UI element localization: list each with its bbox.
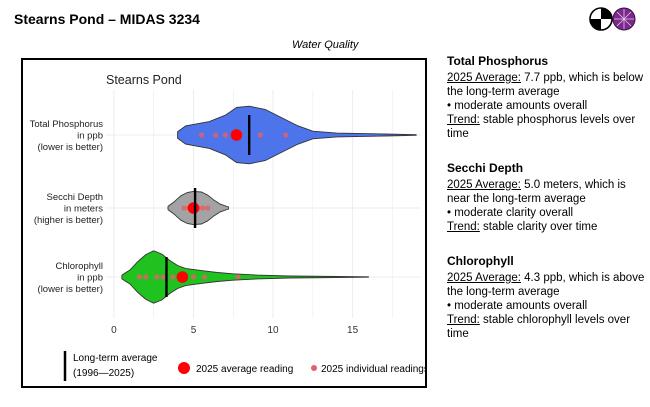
summary-average-text: 7.7 ppb, which is below the long-term av… — [447, 72, 644, 98]
average-reading-point — [176, 271, 189, 283]
legend-individual-label: 2025 individual readings — [321, 364, 425, 375]
summary-average-label: 2025 Average: — [447, 72, 521, 84]
summary-trend-label: Trend: — [447, 114, 480, 126]
violin-shape — [121, 250, 369, 304]
individual-reading-point — [160, 274, 166, 280]
summary-bullet: • moderate amounts overall — [447, 300, 588, 312]
summary-heading: Total Phosphorus — [447, 54, 549, 68]
summary-bullet: • moderate clarity overall — [447, 207, 574, 219]
summary-average-text: 4.3 ppb, which is above the long-term av… — [447, 272, 645, 298]
individual-reading-point — [198, 132, 205, 138]
average-reading-point — [187, 202, 200, 214]
row-label: (lower is better) — [38, 284, 103, 295]
chart-frame: Stearns Pond Total Phosphorus in ppb (lowe… — [21, 58, 427, 388]
summary-bullet: • moderate amounts overall — [447, 100, 588, 112]
individual-reading-point — [190, 274, 197, 280]
legend-individual-marker — [311, 365, 317, 371]
legend-long-term-label-line-2: (1996—2025) — [73, 368, 134, 379]
individual-reading-point — [143, 274, 149, 280]
summary-trend-text: stable clarity over time — [479, 221, 598, 233]
chart-title: Stearns Pond — [106, 73, 182, 87]
summary-trend-text: stable phosphorus levels over time — [447, 114, 636, 140]
summary-panel: Total Phosphorus 2025 Average: 7.7 ppb, … — [447, 54, 647, 361]
row-label: (lower is better) — [38, 142, 103, 153]
row-label: (higher is better) — [34, 215, 103, 226]
individual-reading-point — [202, 274, 208, 280]
summary-heading: Secchi Depth — [447, 161, 524, 175]
summary-average-label: 2025 Average: — [447, 179, 521, 191]
summary-trend-label: Trend: — [447, 221, 480, 233]
x-tick-label: 5 — [191, 325, 197, 336]
row-label: in ppb — [77, 131, 103, 142]
chart-legend: Long-term average (1996—2025) 2025 avera… — [63, 351, 425, 381]
individual-reading-point — [170, 274, 176, 280]
individual-reading-point — [213, 132, 219, 138]
row-label: Total Phosphorus — [30, 119, 104, 130]
chlorophyll-summary: Chlorophyll 2025 Average: 4.3 ppb, which… — [447, 254, 647, 341]
legend-average-marker — [178, 362, 190, 374]
summary-trend-label: Trend: — [447, 314, 480, 326]
individual-reading-point — [154, 274, 160, 280]
section-label: Water Quality — [292, 39, 359, 51]
individual-reading-point — [205, 205, 211, 211]
phosphorus-summary: Total Phosphorus 2025 Average: 7.7 ppb, … — [447, 54, 647, 141]
individual-reading-point — [222, 132, 228, 138]
legend-long-term-label-line-1: Long-term average — [73, 353, 158, 364]
row-label: in meters — [64, 204, 103, 215]
page-title: Stearns Pond – MIDAS 3234 — [14, 11, 200, 27]
individual-reading-point — [181, 205, 187, 211]
row-label: Chlorophyll — [55, 261, 103, 272]
average-reading-point — [230, 129, 243, 141]
individual-reading-point — [283, 132, 289, 138]
legend-average-label: 2025 average reading — [196, 364, 293, 375]
individual-reading-point — [257, 132, 263, 138]
summary-average-label: 2025 Average: — [447, 272, 521, 284]
summary-heading: Chlorophyll — [447, 254, 514, 268]
individual-reading-point — [200, 205, 206, 211]
secchi-summary: Secchi Depth 2025 Average: 5.0 meters, w… — [447, 161, 647, 234]
x-tick-label: 15 — [347, 325, 359, 336]
summary-trend-text: stable chlorophyll levels over time — [447, 314, 631, 340]
x-tick-label: 0 — [111, 325, 117, 336]
lake-logo-icon — [589, 7, 636, 31]
summary-average-text: 5.0 meters, which is near the long-term … — [447, 179, 626, 205]
x-tick-label: 10 — [267, 325, 279, 336]
row-label: in ppb — [77, 273, 103, 284]
row-label: Secchi Depth — [46, 192, 103, 203]
individual-reading-point — [235, 274, 241, 280]
violin-shape — [177, 105, 417, 165]
individual-reading-point — [136, 274, 143, 280]
